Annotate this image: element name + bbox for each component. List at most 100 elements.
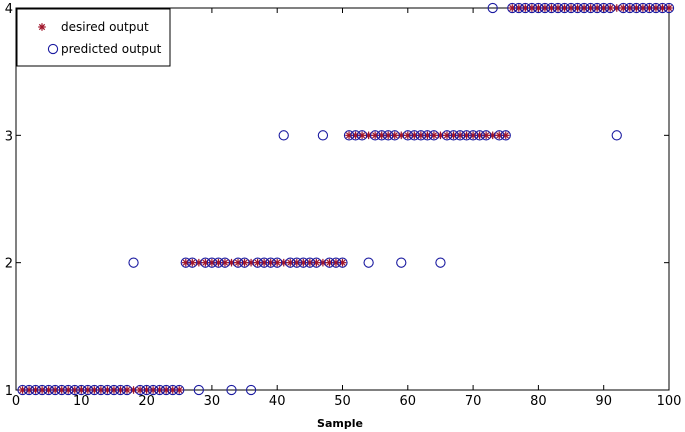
- predicted-output-point: [533, 2, 544, 14]
- x-axis-label: Sample: [317, 417, 363, 430]
- y-tick-label: 3: [5, 129, 13, 144]
- predicted-output-point: [356, 130, 368, 141]
- predicted-output-point: [605, 2, 616, 14]
- legend-marker-desired-output: [38, 23, 46, 31]
- predicted-output-point: [618, 2, 629, 14]
- predicted-output-point: [389, 130, 400, 141]
- x-tick-label: 40: [269, 394, 286, 409]
- predicted-output-point: [454, 130, 466, 141]
- predicted-output-point: [350, 130, 361, 141]
- x-tick-label: 10: [73, 394, 90, 409]
- predicted-output-point: [134, 384, 146, 396]
- legend-label-predicted-output: predicted output: [61, 42, 162, 56]
- predicted-output-point: [30, 384, 41, 396]
- predicted-output-point: [304, 257, 315, 268]
- predicted-output-point: [396, 257, 407, 268]
- predicted-output-point: [520, 2, 531, 14]
- predicted-output-point: [180, 257, 191, 268]
- predicted-output-point: [565, 2, 577, 14]
- predicted-output-point: [507, 2, 518, 14]
- predicted-output-point: [258, 257, 270, 268]
- predicted-output-point: [285, 257, 296, 268]
- predicted-output-point: [598, 2, 609, 14]
- plot-area: [15, 7, 670, 391]
- predicted-output-point: [637, 2, 649, 14]
- predicted-output-point: [363, 257, 374, 268]
- predicted-output-point: [108, 384, 120, 396]
- x-tick-label: 60: [400, 394, 417, 409]
- predicted-output-point: [369, 130, 381, 141]
- predicted-output-point: [513, 2, 524, 14]
- predicted-output-point: [226, 384, 237, 396]
- predicted-output-point: [526, 2, 538, 14]
- predicted-output-point: [481, 130, 492, 141]
- predicted-output-point: [102, 384, 113, 396]
- legend: desired output predicted output: [16, 8, 171, 67]
- predicted-output-point: [402, 130, 413, 141]
- predicted-output-point: [559, 2, 570, 14]
- predicted-output-point: [330, 257, 342, 268]
- predicted-output-point: [219, 257, 231, 268]
- predicted-output-point: [128, 257, 139, 268]
- predicted-output-point: [278, 130, 289, 141]
- predicted-output-point: [23, 384, 35, 396]
- predicted-output-point: [252, 257, 263, 268]
- predicted-output-point: [441, 130, 453, 141]
- legend-label-desired-output: desired output: [61, 20, 149, 34]
- predicted-output-point: [193, 384, 204, 396]
- predicted-output-point: [82, 384, 93, 396]
- x-tick-label: 20: [138, 394, 155, 409]
- predicted-output-point: [474, 130, 485, 141]
- predicted-output-point: [578, 2, 590, 14]
- predicted-output-point: [167, 384, 178, 396]
- y-tick-label: 2: [5, 257, 13, 272]
- y-tick-label: 4: [5, 2, 13, 17]
- predicted-output-point: [611, 130, 622, 141]
- predicted-output-point: [585, 2, 596, 14]
- predicted-output-point: [200, 257, 211, 268]
- predicted-output-point: [232, 257, 244, 268]
- predicted-output-point: [539, 2, 551, 14]
- x-tick-label: 80: [530, 394, 547, 409]
- predicted-output-point: [206, 257, 218, 268]
- predicted-output-series: [17, 2, 675, 396]
- predicted-output-point: [265, 257, 276, 268]
- predicted-output-point: [324, 257, 335, 268]
- predicted-output-point: [376, 130, 387, 141]
- predicted-output-point: [435, 257, 446, 268]
- predicted-output-point: [76, 384, 87, 396]
- predicted-output-point: [147, 384, 159, 396]
- x-tick-label: 50: [334, 394, 351, 409]
- x-tick-label: 70: [465, 394, 482, 409]
- y-tick-label: 1: [5, 384, 13, 399]
- predicted-output-point: [415, 130, 427, 141]
- predicted-output-point: [337, 257, 348, 268]
- predicted-output-point: [487, 2, 498, 14]
- predicted-output-point: [174, 384, 185, 396]
- x-tick-label: 100: [657, 394, 682, 409]
- predicted-output-point: [213, 257, 224, 268]
- predicted-output-point: [50, 384, 61, 396]
- predicted-output-point: [428, 130, 440, 141]
- predicted-output-point: [115, 384, 126, 396]
- predicted-output-point: [187, 257, 198, 268]
- predicted-output-point: [291, 257, 302, 268]
- predicted-output-point: [95, 384, 107, 396]
- legend-circle-marker: [47, 43, 59, 55]
- predicted-output-point: [624, 2, 635, 14]
- predicted-output-point: [239, 257, 250, 268]
- predicted-output-point: [17, 384, 28, 396]
- predicted-output-point: [650, 2, 662, 14]
- predicted-output-point: [245, 384, 257, 396]
- x-tick-label: 30: [204, 394, 221, 409]
- predicted-output-point: [494, 130, 505, 141]
- predicted-output-point: [311, 257, 322, 268]
- x-tick-label: 90: [595, 394, 612, 409]
- predicted-output-point: [272, 257, 283, 268]
- predicted-output-point: [644, 2, 655, 14]
- predicted-output-point: [383, 130, 394, 141]
- predicted-output-point: [448, 130, 459, 141]
- predicted-output-point: [572, 2, 583, 14]
- predicted-output-point: [89, 384, 100, 396]
